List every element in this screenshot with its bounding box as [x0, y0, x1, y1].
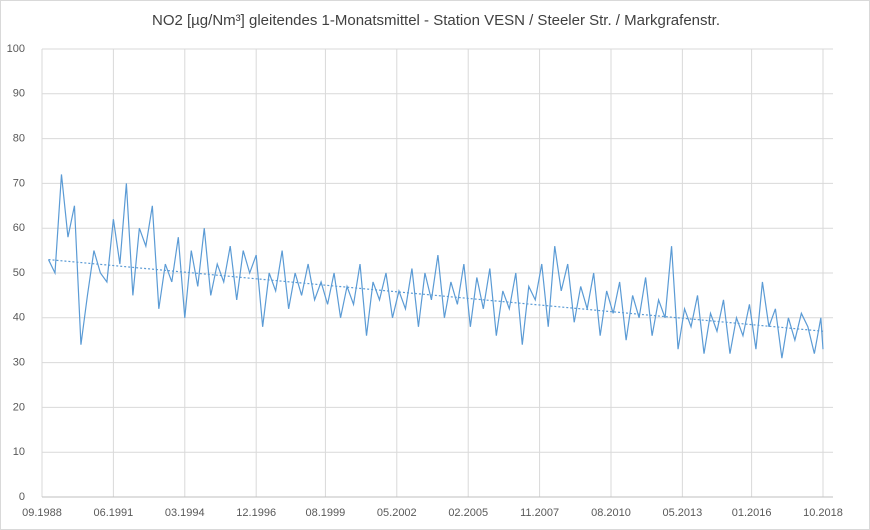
x-tick-label: 06.1991	[94, 507, 134, 519]
x-tick-label: 02.2005	[448, 507, 488, 519]
y-tick-label: 60	[13, 222, 25, 234]
x-tick-label: 10.2018	[803, 507, 843, 519]
y-tick-label: 30	[13, 357, 25, 369]
y-tick-label: 10	[13, 446, 25, 458]
y-tick-label: 20	[13, 401, 25, 413]
y-tick-label: 50	[13, 267, 25, 279]
y-tick-label: 80	[13, 133, 25, 145]
y-tick-label: 40	[13, 312, 25, 324]
x-tick-label: 01.2016	[732, 507, 772, 519]
y-tick-label: 70	[13, 177, 25, 189]
y-tick-label: 90	[13, 88, 25, 100]
data-line	[47, 174, 824, 359]
x-tick-label: 08.2010	[591, 507, 631, 519]
y-tick-label: 100	[7, 43, 25, 55]
x-tick-label: 05.2013	[662, 507, 702, 519]
trend-line	[48, 258, 824, 332]
x-tick-label: 03.1994	[165, 507, 205, 519]
x-tick-label: 12.1996	[236, 507, 276, 519]
x-tick-label: 11.2007	[520, 507, 559, 519]
x-tick-label: 09.1988	[22, 507, 62, 519]
x-tick-label: 05.2002	[377, 507, 417, 519]
y-tick-label: 0	[19, 491, 25, 503]
x-tick-label: 08.1999	[306, 507, 346, 519]
chart-title: NO2 [µg/Nm³] gleitendes 1-Monatsmittel -…	[152, 12, 720, 29]
